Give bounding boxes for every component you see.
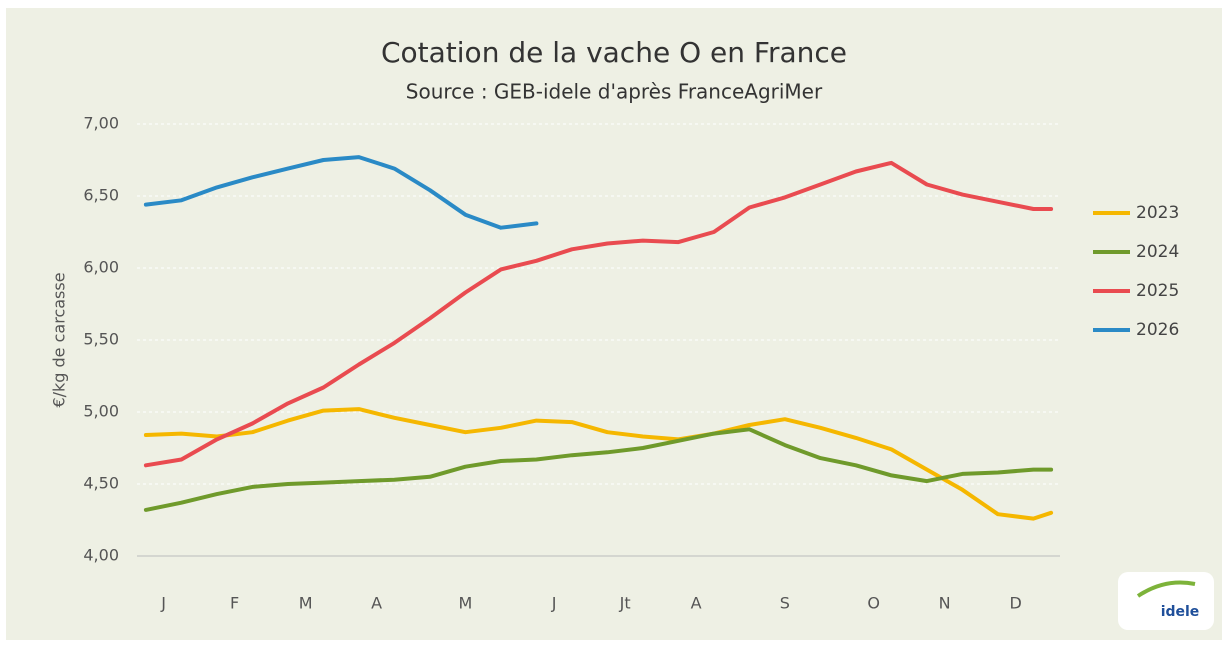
y-axis-label: €/kg de carcasse [50,272,69,407]
series-line [143,160,1054,468]
x-tick-label: S [780,594,790,613]
x-tick-label: J [551,594,557,613]
y-tick-label: 4,00 [83,546,119,565]
y-tick-label: 5,50 [83,330,119,349]
series-line [143,155,539,230]
x-tick-label: A [371,594,382,613]
x-tick-label: O [867,594,880,613]
x-tick-label: D [1009,594,1021,613]
legend-label: 2026 [1136,320,1179,340]
legend-label: 2025 [1136,281,1179,301]
x-tick-label: M [458,594,472,613]
y-tick-label: 6,50 [83,186,119,205]
chart-background [6,8,1222,640]
series-line [143,427,1054,512]
y-tick-label: 7,00 [83,114,119,133]
chart-title: Cotation de la vache O en France [381,36,847,69]
legend-label: 2023 [1136,203,1179,223]
x-tick-label: A [691,594,702,613]
x-tick-label: J [160,594,166,613]
logo: idele [1118,572,1214,630]
x-tick-label: F [230,594,239,613]
y-tick-label: 5,00 [83,402,119,421]
series-line [143,407,1054,521]
chart-subtitle: Source : GEB-idele d'après FranceAgriMer [406,80,823,104]
x-tick-label: Jt [619,594,631,613]
legend-label: 2024 [1136,242,1179,262]
y-tick-label: 4,50 [83,474,119,493]
logo-box [1118,572,1214,630]
logo-swoosh [1136,580,1196,598]
x-tick-label: M [299,594,313,613]
logo-text: idele [1161,604,1200,620]
x-tick-label: N [939,594,951,613]
y-tick-label: 6,00 [83,258,119,277]
